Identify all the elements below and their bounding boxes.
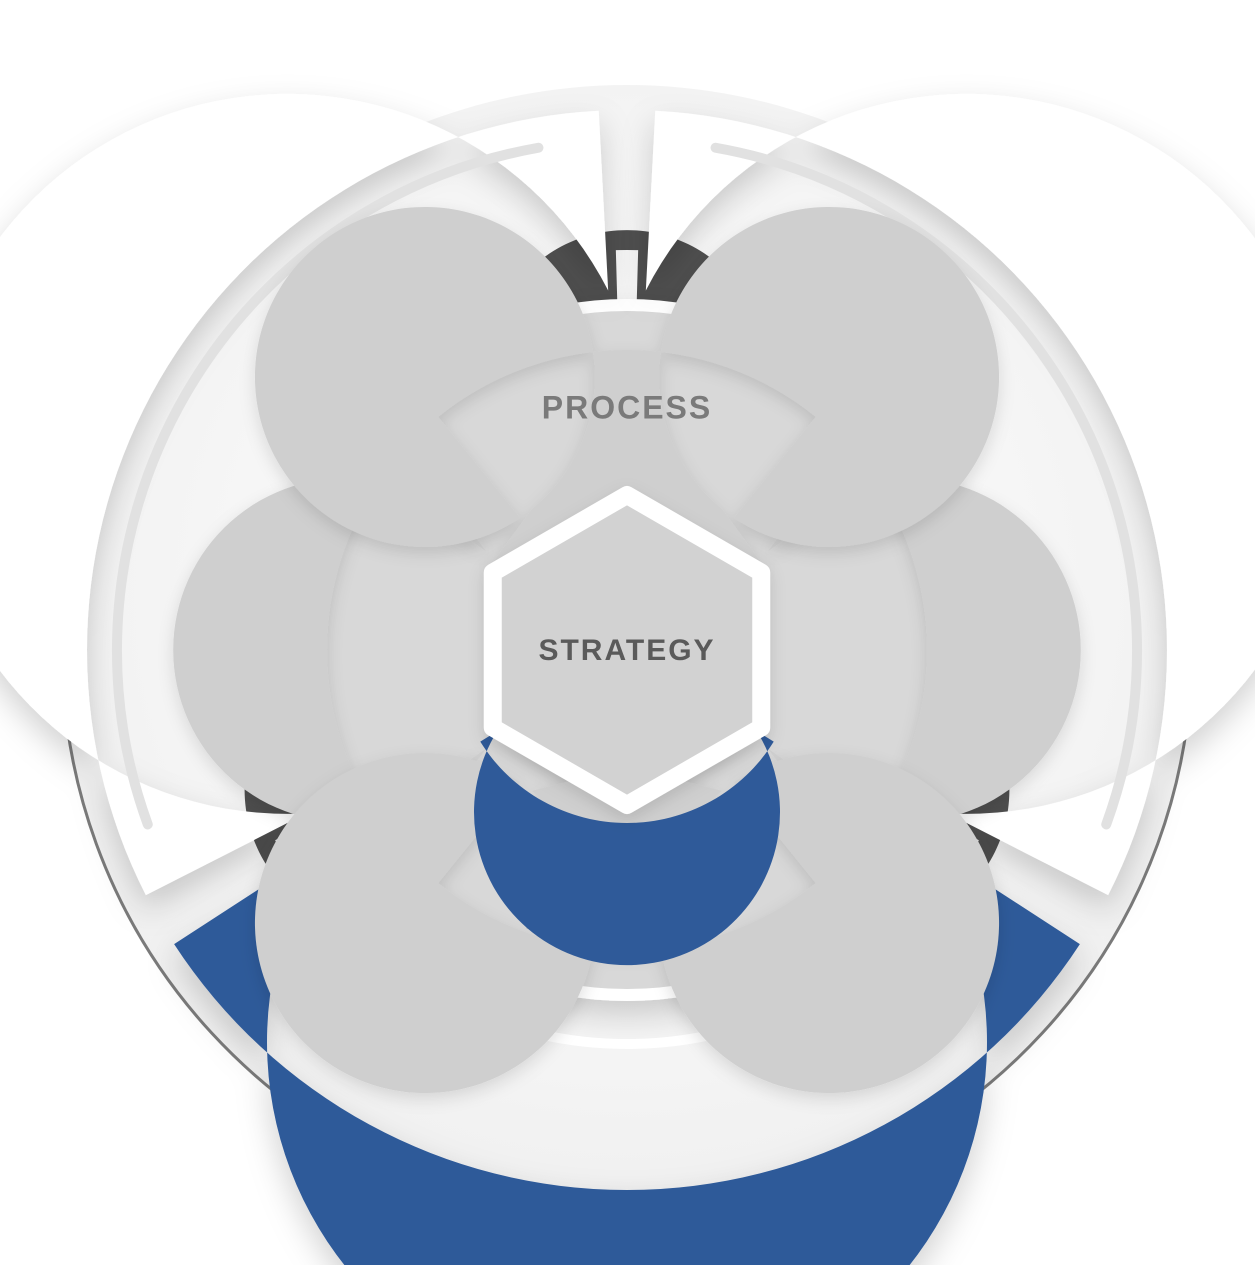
diagram-root: PRODUCT INNOVATION MANAGEMENTCULTURE & T… bbox=[0, 0, 1255, 1265]
radial-diagram: PRODUCT INNOVATION MANAGEMENTCULTURE & T… bbox=[0, 0, 1255, 1265]
inner-label-process: PROCESS bbox=[542, 389, 712, 425]
hexagon-label: STRATEGY bbox=[538, 634, 715, 667]
